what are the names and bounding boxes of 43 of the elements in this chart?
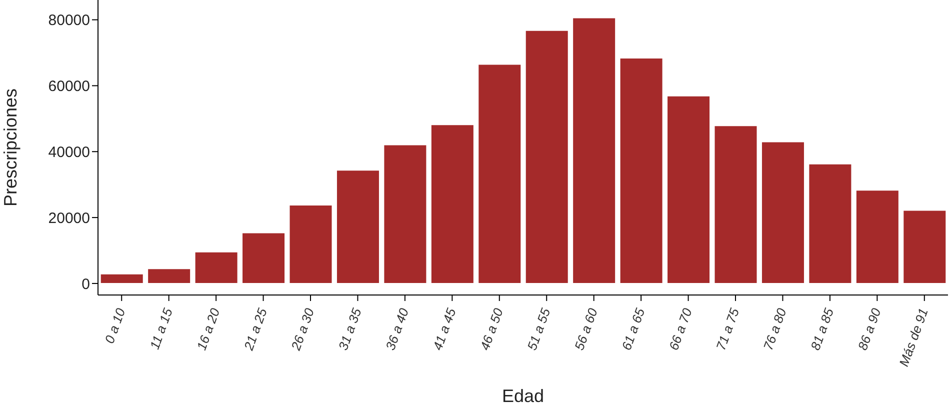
x-tick-label: 81 a 85 <box>808 306 837 352</box>
bar <box>478 64 522 284</box>
bar <box>666 95 711 284</box>
y-tick-label: 20000 <box>48 210 90 227</box>
x-tick-label: 71 a 75 <box>713 306 742 352</box>
bar <box>430 124 474 284</box>
x-tick-label: 41 a 45 <box>430 306 460 352</box>
x-tick-label: Más de 91 <box>896 306 931 368</box>
x-tick-label: 21 a 25 <box>240 306 270 354</box>
bar <box>572 17 616 284</box>
y-axis-title: Prescripciones <box>0 88 20 207</box>
bar <box>808 163 852 284</box>
x-tick-label: 16 a 20 <box>194 306 223 352</box>
bar <box>100 273 144 284</box>
y-tick-label: 40000 <box>48 144 90 161</box>
bar <box>288 204 333 284</box>
x-tick-label: 36 a 40 <box>382 306 412 352</box>
x-tick-label: 86 a 90 <box>854 306 884 352</box>
bar <box>383 144 428 284</box>
x-tick-label: 51 a 55 <box>524 306 554 352</box>
x-tick-label: 56 a 60 <box>571 306 601 352</box>
bar <box>760 141 805 284</box>
bar <box>619 58 664 284</box>
x-tick-label: 61 a 65 <box>618 306 648 352</box>
x-tick-label: 26 a 30 <box>288 306 318 354</box>
bar <box>714 125 758 284</box>
bar <box>524 30 569 284</box>
x-tick-label: 31 a 35 <box>335 306 365 352</box>
x-tick-label: 11 a 15 <box>146 306 176 352</box>
y-tick-label: 0 <box>82 276 90 293</box>
bar <box>147 268 192 284</box>
x-axis-title: Edad <box>502 386 544 406</box>
bar <box>855 190 900 284</box>
x-tick-label: 0 a 10 <box>102 306 128 346</box>
x-tick-label: 76 a 80 <box>760 306 790 352</box>
x-tick-label: 66 a 70 <box>666 306 696 352</box>
y-tick-label: 60000 <box>48 78 90 96</box>
bar <box>242 232 286 284</box>
bar <box>336 170 380 284</box>
x-tick-label: 46 a 50 <box>477 306 506 352</box>
y-tick-label: 80000 <box>48 12 90 30</box>
bar <box>194 251 238 284</box>
bar <box>902 210 947 284</box>
